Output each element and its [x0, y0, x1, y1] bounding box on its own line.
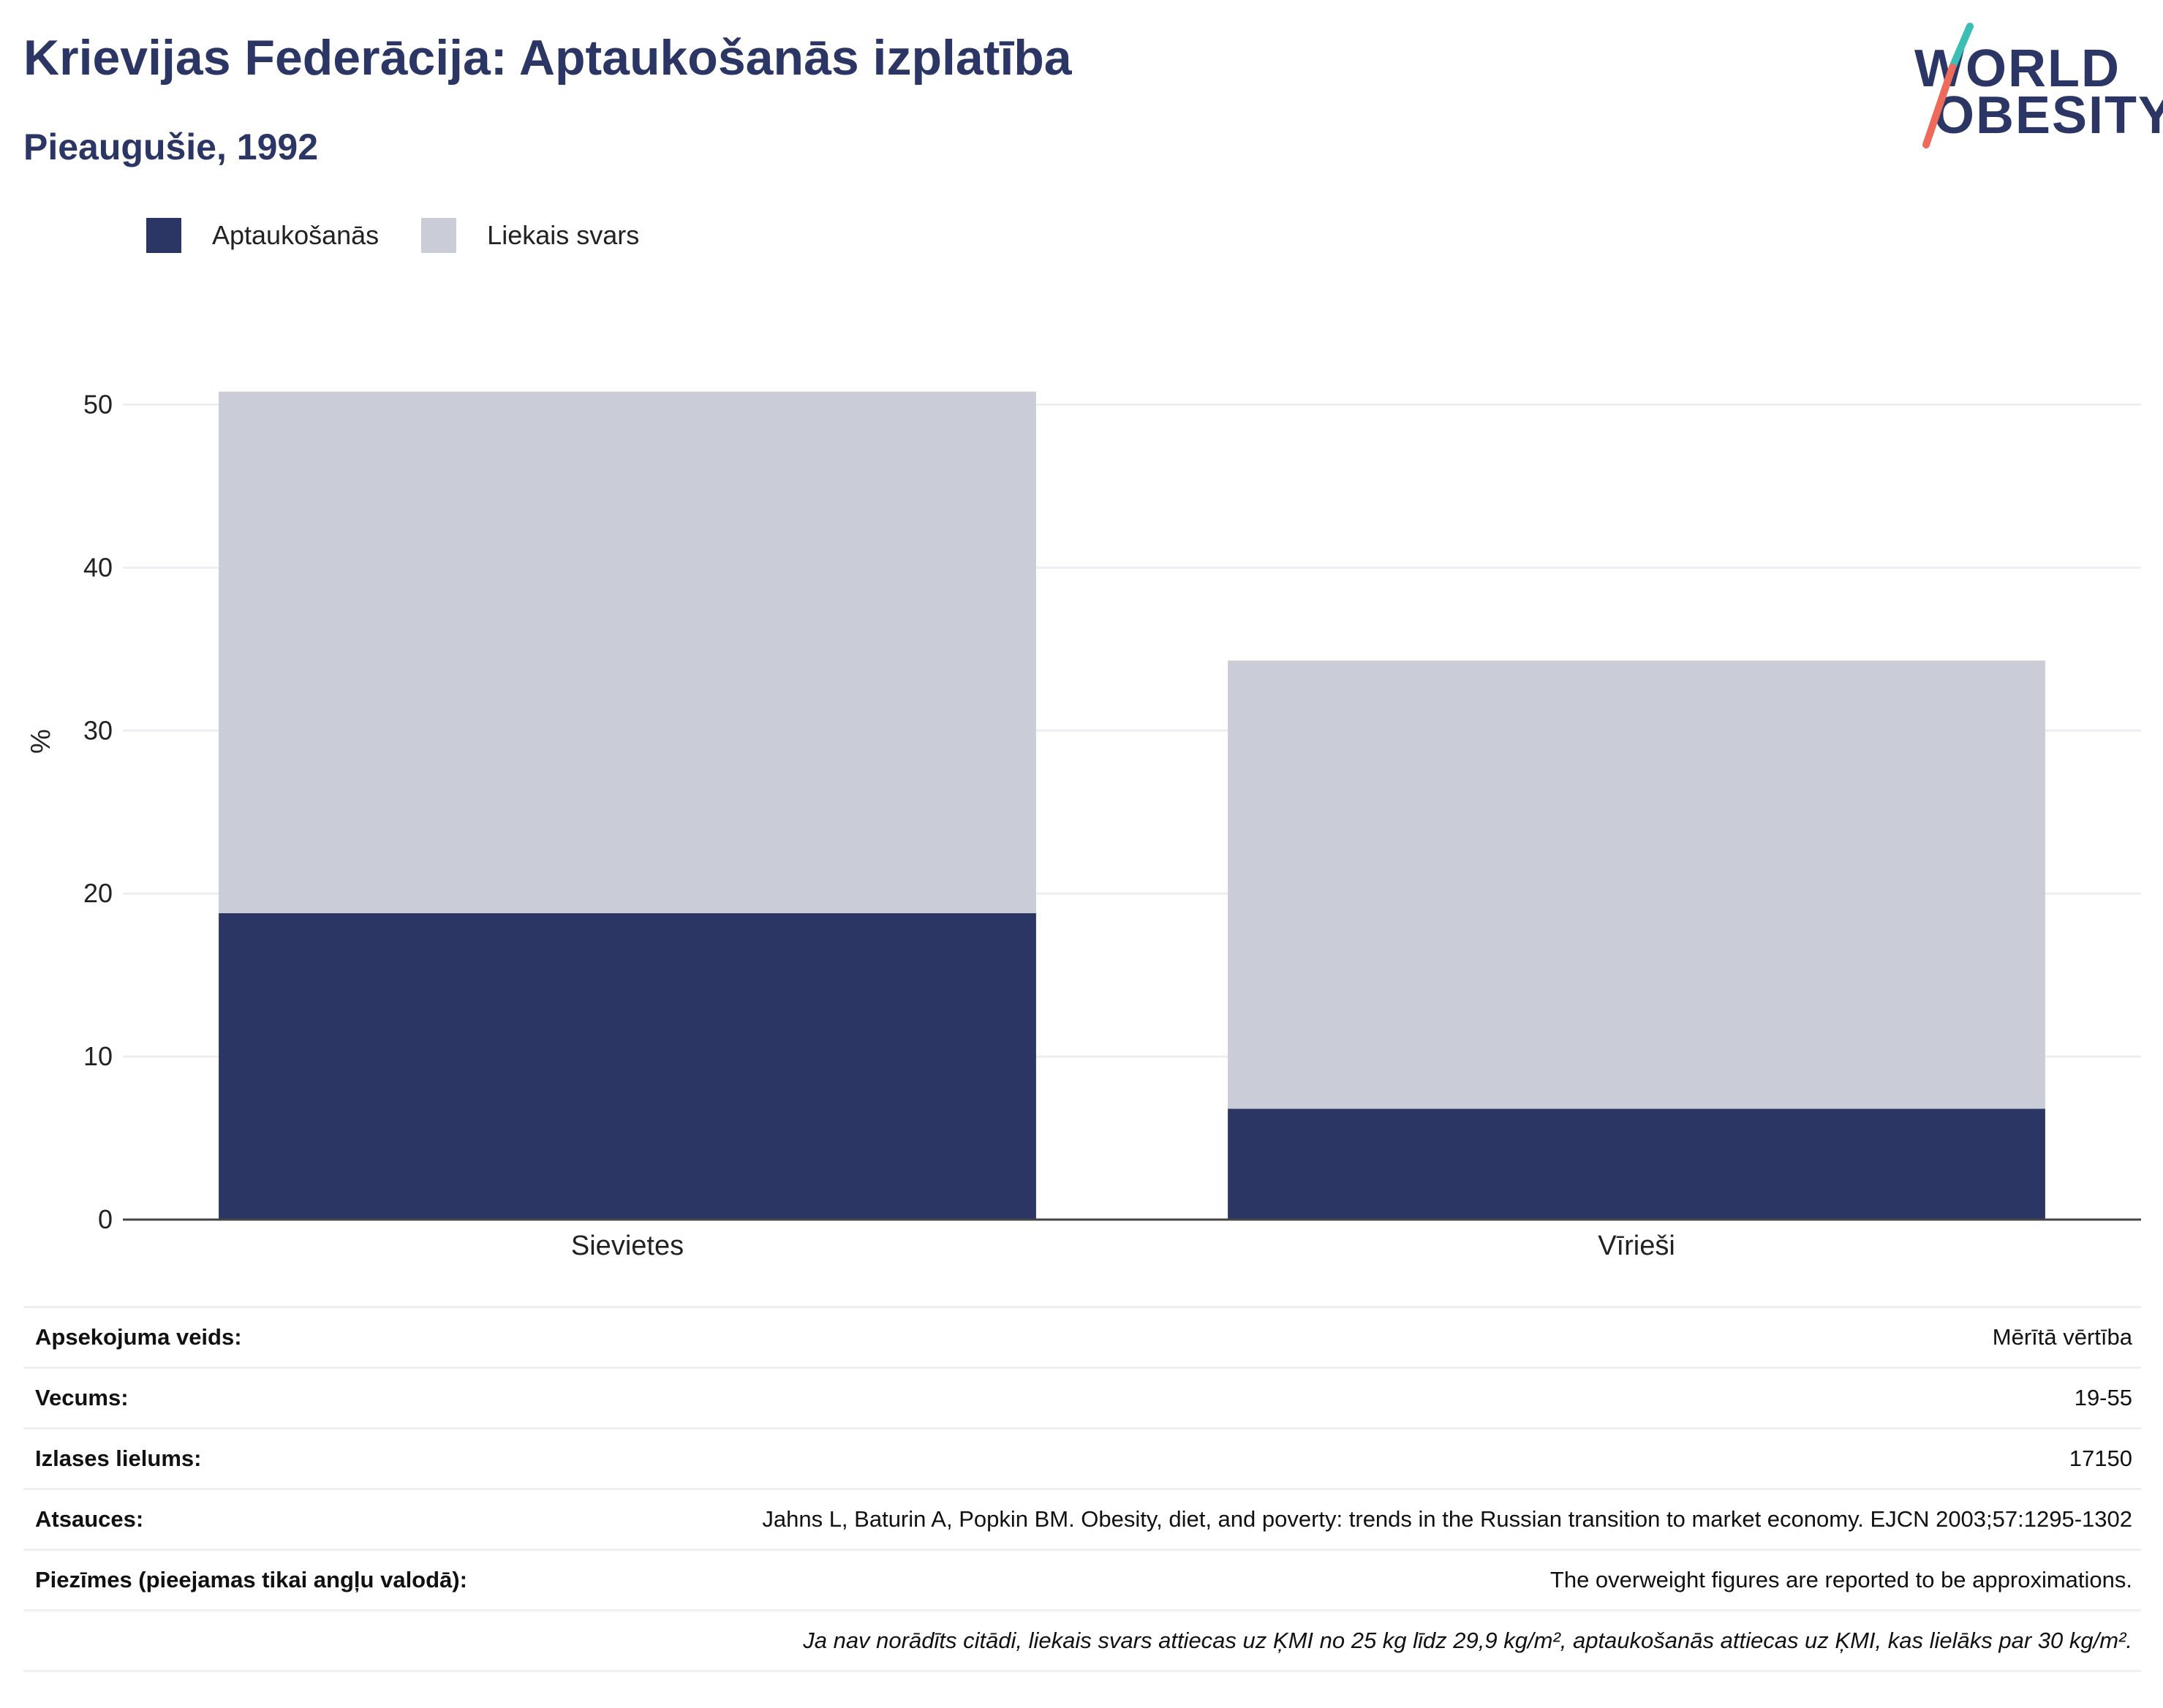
world-obesity-logo: WORLD OBESITY — [1901, 22, 2163, 161]
info-value: Jahns L, Baturin A, Popkin BM. Obesity, … — [762, 1506, 2132, 1532]
page-subtitle: Pieaugušie, 1992 — [23, 126, 319, 167]
info-footnote: Ja nav norādīts citādi, liekais svars at… — [803, 1628, 2132, 1653]
y-tick-label: 20 — [83, 878, 113, 908]
info-value: Mērītā vērtība — [1992, 1324, 2132, 1350]
x-tick-label: Vīrieši — [1598, 1231, 1675, 1261]
bar-segment — [219, 912, 1036, 1220]
info-row-survey-type: Apsekojuma veids: Mērītā vērtība — [23, 1308, 2141, 1369]
info-row-footnote: Ja nav norādīts citādi, liekais svars at… — [23, 1611, 2141, 1672]
info-row-sample-size: Izlases lielums: 17150 — [23, 1429, 2141, 1490]
info-value: The overweight figures are reported to b… — [1549, 1567, 2132, 1592]
info-label: Vecums: — [35, 1385, 129, 1410]
logo-text-obesity: OBESITY — [1933, 86, 2163, 145]
logo-slash-icon — [1922, 23, 1974, 148]
legend-item-overweight: Liekais svars — [421, 218, 639, 253]
page-title: Krievijas Federācija: Aptaukošanās izpla… — [23, 30, 1072, 86]
y-tick-label: 50 — [83, 389, 113, 419]
y-tick-label: 10 — [83, 1041, 113, 1071]
legend-item-obesity: Aptaukošanās — [146, 218, 379, 253]
y-tick-label: 40 — [83, 552, 113, 582]
y-tick-label: 30 — [83, 715, 113, 745]
survey-info-table: Apsekojuma veids: Mērītā vērtība Vecums:… — [23, 1306, 2141, 1672]
bar-segment — [1228, 660, 2045, 1109]
bar-segment — [219, 391, 1036, 913]
info-row-references: Atsauces: Jahns L, Baturin A, Popkin BM.… — [23, 1490, 2141, 1551]
info-label: Atsauces: — [35, 1506, 144, 1532]
legend-swatch-obesity — [146, 218, 181, 253]
info-value: 19-55 — [2074, 1385, 2132, 1410]
info-label: Apsekojuma veids: — [35, 1324, 242, 1350]
info-row-notes: Piezīmes (pieejamas tikai angļu valodā):… — [23, 1551, 2141, 1611]
y-tick-label: 0 — [98, 1204, 113, 1234]
y-axis-label: % — [26, 729, 56, 754]
info-label: Piezīmes (pieejamas tikai angļu valodā): — [35, 1567, 467, 1592]
info-row-age: Vecums: 19-55 — [23, 1369, 2141, 1429]
chart-legend: Aptaukošanās Liekais svars — [146, 218, 639, 253]
stacked-bar-chart: 0 10 20 30 40 50% Sievietes Vīrieši — [26, 389, 2141, 1261]
info-value: 17150 — [2069, 1446, 2132, 1471]
bar-segment — [1228, 1108, 2045, 1220]
x-tick-label: Sievietes — [571, 1231, 684, 1261]
legend-label-obesity: Aptaukošanās — [212, 220, 380, 250]
legend-swatch-overweight — [421, 218, 457, 253]
info-label: Izlases lielums: — [35, 1446, 202, 1471]
legend-label-overweight: Liekais svars — [487, 220, 640, 250]
